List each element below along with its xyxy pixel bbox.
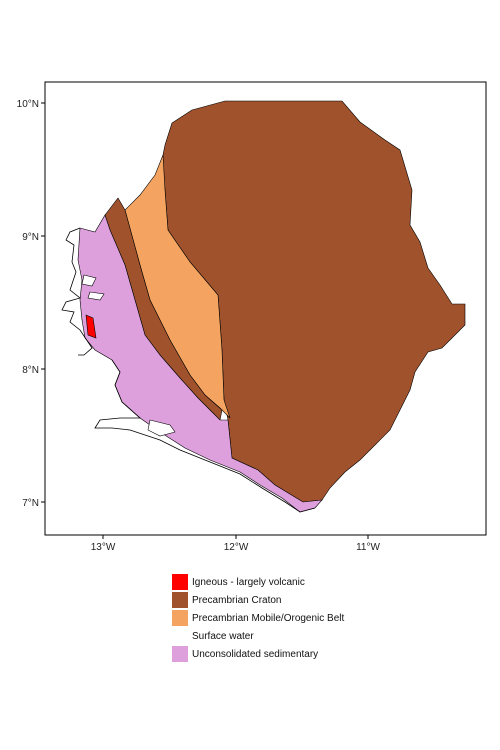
y-tick-label: 9°N — [22, 232, 39, 243]
y-tick-label: 7°N — [22, 498, 39, 509]
legend-swatch — [172, 646, 188, 662]
axis-ticks — [41, 102, 369, 539]
legend-swatch — [172, 574, 188, 590]
coastline — [61, 227, 316, 513]
island-outline — [81, 274, 97, 287]
legend-item-surface-water: Surface water — [172, 627, 344, 645]
legend-label: Precambrian Craton — [192, 594, 282, 606]
region-igneous-volcanic — [85, 314, 97, 339]
legend-label: Unconsolidated sedimentary — [192, 648, 319, 660]
legend-label: Precambrian Mobile/Orogenic Belt — [192, 612, 345, 624]
x-tick-label: 12°W — [224, 542, 249, 553]
x-tick-label: 13°W — [91, 542, 116, 553]
x-tick-label: 11°W — [356, 542, 380, 553]
legend: Igneous - largely volcanic Precambrian C… — [172, 573, 344, 663]
y-tick-label: 10°N — [17, 99, 39, 110]
legend-swatch — [172, 610, 188, 626]
legend-item-igneous: Igneous - largely volcanic — [172, 573, 344, 591]
legend-label: Surface water — [192, 630, 254, 642]
y-tick-label: 8°N — [22, 365, 39, 376]
legend-item-craton: Precambrian Craton — [172, 591, 344, 609]
island-outline — [147, 419, 176, 437]
legend-item-mobile-belt: Precambrian Mobile/Orogenic Belt — [172, 609, 344, 627]
legend-item-sedimentary: Unconsolidated sedimentary — [172, 645, 344, 663]
legend-label: Igneous - largely volcanic — [192, 576, 305, 588]
legend-swatch — [172, 592, 188, 608]
legend-swatch — [172, 628, 188, 644]
island-outline — [87, 291, 105, 301]
